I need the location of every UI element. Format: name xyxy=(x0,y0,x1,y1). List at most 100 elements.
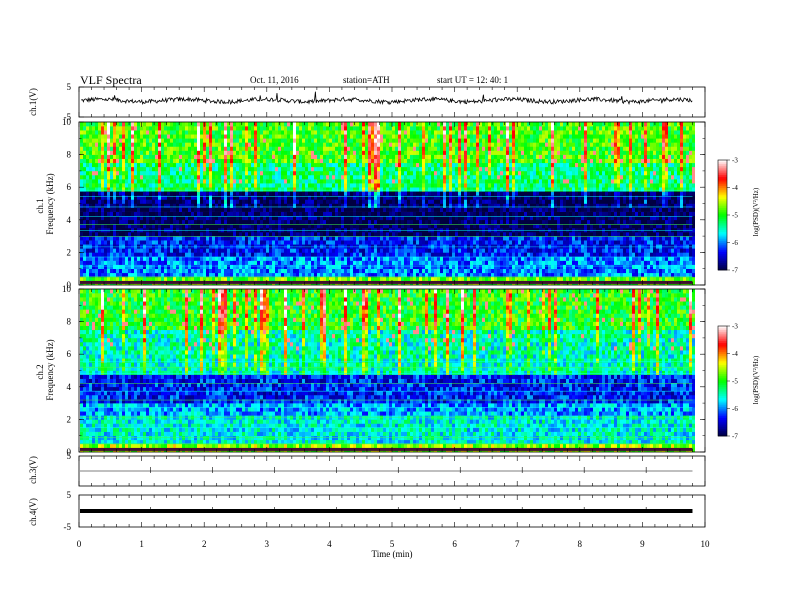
spec-cell xyxy=(86,146,89,151)
spec-cell xyxy=(401,158,404,164)
spec-cell xyxy=(383,240,386,245)
spec-cell xyxy=(407,252,410,257)
spec-cell xyxy=(347,207,350,212)
spec-cell xyxy=(158,134,161,139)
spec-cell xyxy=(284,215,287,221)
spec-cell xyxy=(377,264,380,269)
spec-cell xyxy=(341,223,344,229)
spec-cell xyxy=(104,150,107,155)
spec-cell xyxy=(434,154,437,159)
spec-cell xyxy=(131,179,134,184)
spec-cell xyxy=(251,162,254,168)
spec-cell xyxy=(350,268,353,274)
spec-cell xyxy=(389,146,392,151)
spec-cell xyxy=(188,154,191,159)
spec-cell xyxy=(173,170,176,176)
spec-cell xyxy=(206,162,209,168)
spec-cell xyxy=(401,252,404,257)
spec-cell xyxy=(344,248,347,253)
spec-cell xyxy=(209,126,212,131)
spec-cell xyxy=(242,146,245,151)
spec-cell xyxy=(116,240,119,245)
spec-cell xyxy=(209,146,212,151)
spec-cell xyxy=(254,248,257,253)
spec-cell xyxy=(272,138,275,143)
spec-cell xyxy=(257,146,260,151)
spec-cell xyxy=(278,146,281,151)
spec-cell xyxy=(335,203,338,208)
spec-cell xyxy=(176,272,179,278)
spec-cell xyxy=(203,244,206,249)
spec-cell xyxy=(164,260,167,265)
spec-cell xyxy=(422,236,425,241)
spec-cell xyxy=(326,219,329,225)
spec-cell xyxy=(287,268,290,274)
spec-cell xyxy=(158,211,161,217)
spec-cell xyxy=(128,138,131,143)
spec-cell xyxy=(116,232,119,237)
spec-cell xyxy=(392,150,395,155)
spec-cell xyxy=(365,219,368,225)
spec-cell xyxy=(206,223,209,229)
spec-cell xyxy=(89,272,92,278)
spec-cell xyxy=(173,150,176,155)
spec-cell xyxy=(302,256,305,261)
spec-cell xyxy=(308,183,311,188)
spec-cell xyxy=(164,215,167,221)
spec-cell xyxy=(224,272,227,278)
spec-cell xyxy=(191,126,194,131)
spec-cell xyxy=(245,256,248,261)
spec-cell xyxy=(119,183,122,188)
spec-cell xyxy=(119,187,122,192)
spec-cell xyxy=(98,166,101,172)
spec-cell xyxy=(185,179,188,184)
spec-cell xyxy=(263,252,266,257)
spec-cell xyxy=(161,191,164,196)
spec-cell xyxy=(122,256,125,261)
spec-cell xyxy=(338,166,341,172)
spec-cell xyxy=(155,232,158,237)
spec-cell xyxy=(338,170,341,176)
spec-cell xyxy=(119,272,122,278)
spec-cell xyxy=(386,183,389,188)
spec-cell xyxy=(308,146,311,151)
spec-cell xyxy=(170,240,173,245)
spec-cell xyxy=(308,179,311,184)
spec-cell xyxy=(260,126,263,131)
spec-cell xyxy=(428,162,431,168)
spec-cell xyxy=(251,244,254,249)
spec-cell xyxy=(395,142,398,147)
spec-cell xyxy=(161,162,164,168)
spec-cell xyxy=(110,146,113,151)
spec-cell xyxy=(245,240,248,245)
spec-cell xyxy=(116,134,119,139)
spec-cell xyxy=(230,264,233,269)
spec-cell xyxy=(296,260,299,265)
spec-cell xyxy=(203,203,206,208)
spec-cell xyxy=(317,126,320,131)
spec-cell xyxy=(248,264,251,269)
spec-cell xyxy=(359,264,362,269)
spec-cell xyxy=(368,256,371,261)
spec-cell xyxy=(350,187,353,192)
spec-cell xyxy=(374,252,377,257)
spec-cell xyxy=(365,252,368,257)
spec-cell xyxy=(167,236,170,241)
spec-cell xyxy=(221,256,224,261)
spec-cell xyxy=(428,179,431,184)
spec-cell xyxy=(155,203,158,208)
spec-cell xyxy=(401,138,404,143)
spec-cell xyxy=(212,170,215,176)
spec-cell xyxy=(116,162,119,168)
spec-cell xyxy=(320,223,323,229)
spec-cell xyxy=(188,179,191,184)
spec-cell xyxy=(182,219,185,225)
spec-cell xyxy=(128,126,131,131)
spec-cell xyxy=(128,207,131,212)
spec-cell xyxy=(158,174,161,180)
spec-cell xyxy=(242,183,245,188)
spec-cell xyxy=(125,240,128,245)
spec-cell xyxy=(158,199,161,204)
spec-cell xyxy=(401,126,404,131)
spec-cell xyxy=(290,211,293,217)
